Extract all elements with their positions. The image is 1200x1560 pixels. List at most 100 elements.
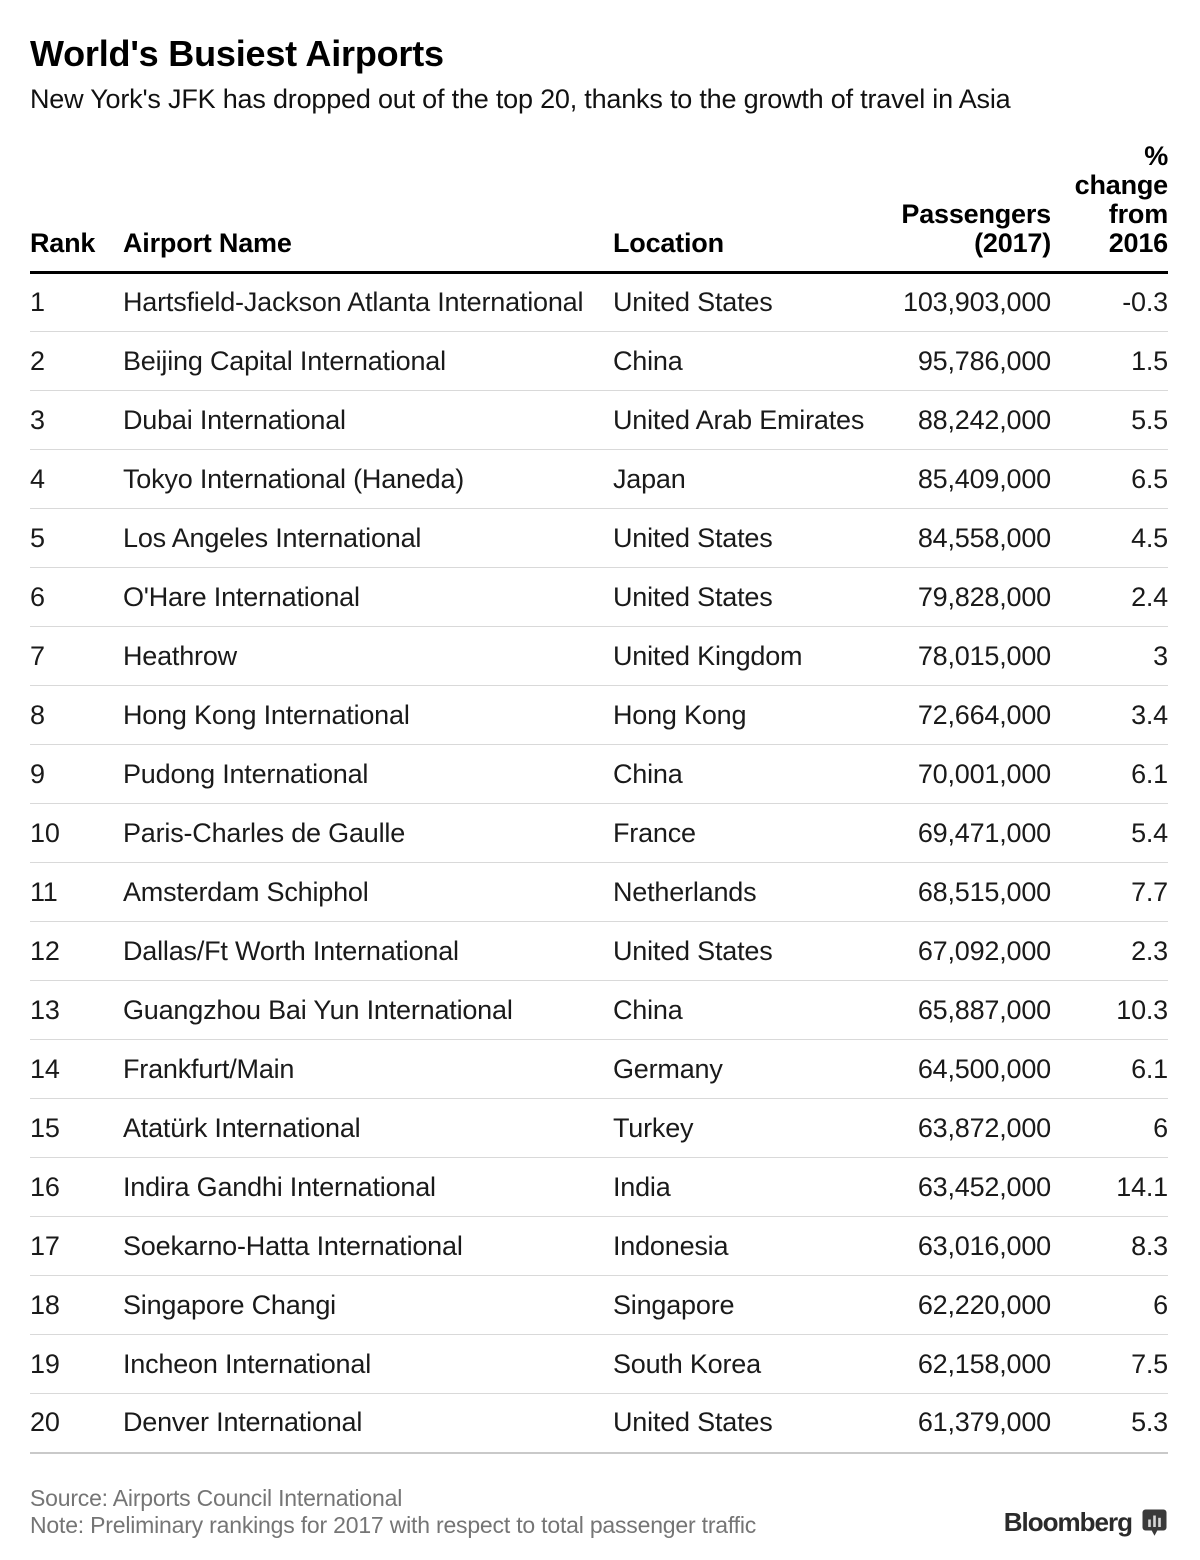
airport-name-cell: Heathrow	[123, 626, 613, 686]
passengers-cell: 85,409,000	[858, 449, 1051, 509]
page-title: World's Busiest Airports	[30, 33, 444, 74]
location-cell: Hong Kong	[613, 685, 858, 745]
page-subtitle: New York's JFK has dropped out of the to…	[30, 84, 1011, 114]
table-row: 3 Dubai International United Arab Emirat…	[30, 390, 1168, 450]
rank-cell: 19	[30, 1334, 123, 1394]
change-cell: 2.3	[1051, 921, 1168, 981]
table-row: 14 Frankfurt/Main Germany 64,500,000 6.1	[30, 1039, 1168, 1099]
location-cell: United States	[613, 567, 858, 627]
change-cell: 2.4	[1051, 567, 1168, 627]
rank-cell: 1	[30, 287, 45, 317]
airport-name-cell: Incheon International	[123, 1334, 613, 1394]
change-cell: 3	[1051, 626, 1168, 686]
rank-cell: 17	[30, 1216, 123, 1276]
location-cell: United States	[613, 508, 858, 568]
airport-name-cell: Dubai International	[123, 390, 613, 450]
location-cell: Turkey	[613, 1098, 858, 1158]
passengers-cell: 63,452,000	[858, 1157, 1051, 1217]
footer-credits: Source: Airports Council International N…	[30, 1485, 756, 1539]
rank-cell: 9	[30, 744, 123, 804]
airport-name-cell: Beijing Capital International	[123, 331, 613, 391]
change-cell: 6.5	[1051, 449, 1168, 509]
rank-cell: 11	[30, 862, 123, 922]
table-row: 8 Hong Kong International Hong Kong 72,6…	[30, 685, 1168, 745]
change-cell: 6	[1051, 1275, 1168, 1335]
table-row: 7 Heathrow United Kingdom 78,015,000 3	[30, 626, 1168, 686]
airport-name-cell: Indira Gandhi International	[123, 1157, 613, 1217]
table-body: 1 Hartsfield-Jackson Atlanta Internation…	[30, 273, 1168, 1454]
change-cell: 5.5	[1051, 390, 1168, 450]
airport-name-cell: Soekarno-Hatta International	[123, 1216, 613, 1276]
airport-name-cell: Amsterdam Schiphol	[123, 862, 613, 922]
table-row: 17 Soekarno-Hatta International Indonesi…	[30, 1216, 1168, 1276]
column-header-pct-change: % change from 2016	[1051, 142, 1168, 274]
passengers-cell: 65,887,000	[858, 980, 1051, 1040]
bloomberg-brand: Bloomberg	[1004, 1507, 1168, 1539]
table-row: 18 Singapore Changi Singapore 62,220,000…	[30, 1275, 1168, 1335]
table-row: 20 Denver International United States 61…	[30, 1393, 1168, 1454]
table-row: 12 Dallas/Ft Worth International United …	[30, 921, 1168, 981]
airport-name-cell: Hartsfield-Jackson Atlanta International	[123, 287, 584, 317]
column-header-location: Location	[613, 142, 858, 274]
table-row: 13 Guangzhou Bai Yun International China…	[30, 980, 1168, 1040]
column-header-passengers: Passengers (2017)	[858, 142, 1051, 274]
passengers-cell: 63,872,000	[858, 1098, 1051, 1158]
location-cell: Germany	[613, 1039, 858, 1099]
passengers-cell: 63,016,000	[858, 1216, 1051, 1276]
table-row: 10 Paris-Charles de Gaulle France 69,471…	[30, 803, 1168, 863]
table-row: 11 Amsterdam Schiphol Netherlands 68,515…	[30, 862, 1168, 922]
table-row: 5 Los Angeles International United State…	[30, 508, 1168, 568]
passengers-cell: 84,558,000	[858, 508, 1051, 568]
rank-cell: 10	[30, 803, 123, 863]
airport-name-cell: Guangzhou Bai Yun International	[123, 980, 613, 1040]
column-header-rank: Rank	[30, 142, 123, 274]
rank-cell: 7	[30, 626, 123, 686]
airport-name-cell: O'Hare International	[123, 567, 613, 627]
bloomberg-wordmark: Bloomberg	[1003, 1506, 1133, 1537]
footer-source: Source: Airports Council International	[30, 1484, 403, 1511]
change-cell: 4.5	[1051, 508, 1168, 568]
rank-cell: 14	[30, 1039, 123, 1099]
passengers-cell: 103,903,000	[903, 287, 1051, 317]
passengers-cell: 68,515,000	[858, 862, 1051, 922]
rank-cell: 6	[30, 567, 123, 627]
airport-name-cell: Los Angeles International	[123, 508, 613, 568]
airport-name-cell: Singapore Changi	[123, 1275, 613, 1335]
passengers-cell: 61,379,000	[858, 1393, 1051, 1454]
passengers-cell: 72,664,000	[858, 685, 1051, 745]
change-cell: 8.3	[1051, 1216, 1168, 1276]
airports-table: Rank Airport Name Location Passengers (2…	[30, 142, 1168, 1454]
rank-cell: 8	[30, 685, 123, 745]
change-cell: 3.4	[1051, 685, 1168, 745]
change-cell: 5.4	[1051, 803, 1168, 863]
airport-name-cell: Frankfurt/Main	[123, 1039, 613, 1099]
location-cell: United States	[613, 1393, 858, 1454]
passengers-cell: 69,471,000	[858, 803, 1051, 863]
change-cell: 6.1	[1051, 744, 1168, 804]
location-cell: Singapore	[613, 1275, 858, 1335]
change-cell: 14.1	[1051, 1157, 1168, 1217]
location-cell: United Arab Emirates	[613, 390, 864, 450]
rank-cell: 20	[30, 1393, 123, 1454]
location-cell: Japan	[613, 449, 858, 509]
rank-cell: 3	[30, 390, 123, 450]
footer: Source: Airports Council International N…	[30, 1485, 1168, 1539]
airport-name-cell: Hong Kong International	[123, 685, 613, 745]
footer-note: Note: Preliminary rankings for 2017 with…	[30, 1511, 757, 1538]
location-cell: China	[613, 744, 858, 804]
change-cell: 10.3	[1051, 980, 1168, 1040]
airport-name-cell: Dallas/Ft Worth International	[123, 921, 613, 981]
rank-cell: 13	[30, 980, 123, 1040]
location-cell: Netherlands	[613, 862, 858, 922]
passengers-cell: 62,158,000	[858, 1334, 1051, 1394]
passengers-cell: 62,220,000	[858, 1275, 1051, 1335]
passengers-cell: 64,500,000	[858, 1039, 1051, 1099]
location-cell: France	[613, 803, 858, 863]
passengers-cell: 95,786,000	[858, 331, 1051, 391]
rank-cell: 15	[30, 1098, 123, 1158]
location-cell: China	[613, 331, 858, 391]
location-cell: United Kingdom	[613, 626, 858, 686]
rank-cell: 4	[30, 449, 123, 509]
change-cell: 5.3	[1051, 1393, 1168, 1454]
passengers-cell: 88,242,000	[858, 390, 1051, 450]
